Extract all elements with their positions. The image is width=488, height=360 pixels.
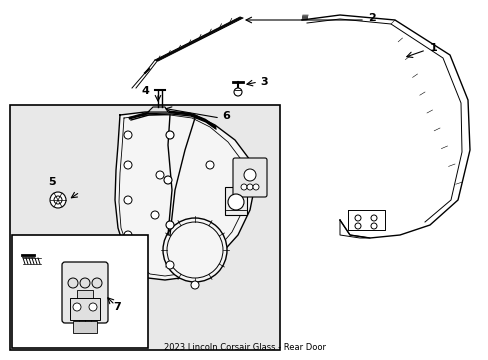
Circle shape <box>89 303 97 311</box>
Text: 2: 2 <box>367 13 375 23</box>
Circle shape <box>370 223 376 229</box>
Circle shape <box>124 161 132 169</box>
Circle shape <box>354 215 360 221</box>
Circle shape <box>244 169 256 181</box>
Bar <box>12 235 148 348</box>
Circle shape <box>124 231 132 239</box>
Circle shape <box>156 171 163 179</box>
Bar <box>73 321 97 333</box>
Circle shape <box>50 192 66 208</box>
Circle shape <box>92 278 102 288</box>
Text: 1: 1 <box>429 43 437 53</box>
Circle shape <box>68 278 78 288</box>
Circle shape <box>230 191 239 199</box>
Text: 2023 Lincoln Corsair Glass - Rear Door: 2023 Lincoln Corsair Glass - Rear Door <box>163 343 325 352</box>
Circle shape <box>80 278 90 288</box>
Circle shape <box>165 131 174 139</box>
FancyBboxPatch shape <box>232 158 266 197</box>
Text: 6: 6 <box>222 111 229 121</box>
Text: 5: 5 <box>48 177 56 187</box>
Text: 7: 7 <box>113 302 121 312</box>
FancyBboxPatch shape <box>62 262 108 323</box>
Circle shape <box>227 194 244 210</box>
Circle shape <box>163 218 226 282</box>
Circle shape <box>191 281 199 289</box>
Text: 4: 4 <box>142 86 149 96</box>
Bar <box>77 290 93 300</box>
Bar <box>70 298 100 320</box>
Circle shape <box>165 221 174 229</box>
Circle shape <box>124 196 132 204</box>
Circle shape <box>151 211 159 219</box>
Circle shape <box>241 184 246 190</box>
Circle shape <box>54 196 62 204</box>
Circle shape <box>246 184 252 190</box>
Bar <box>10 105 280 350</box>
Text: 3: 3 <box>260 77 267 87</box>
Circle shape <box>163 176 172 184</box>
Circle shape <box>167 222 223 278</box>
Circle shape <box>165 261 174 269</box>
Circle shape <box>73 303 81 311</box>
Circle shape <box>205 161 214 169</box>
Bar <box>224 187 246 215</box>
Polygon shape <box>115 112 254 280</box>
Circle shape <box>252 184 259 190</box>
Circle shape <box>124 131 132 139</box>
Circle shape <box>370 215 376 221</box>
Circle shape <box>234 88 242 96</box>
Polygon shape <box>148 107 168 112</box>
Circle shape <box>354 223 360 229</box>
